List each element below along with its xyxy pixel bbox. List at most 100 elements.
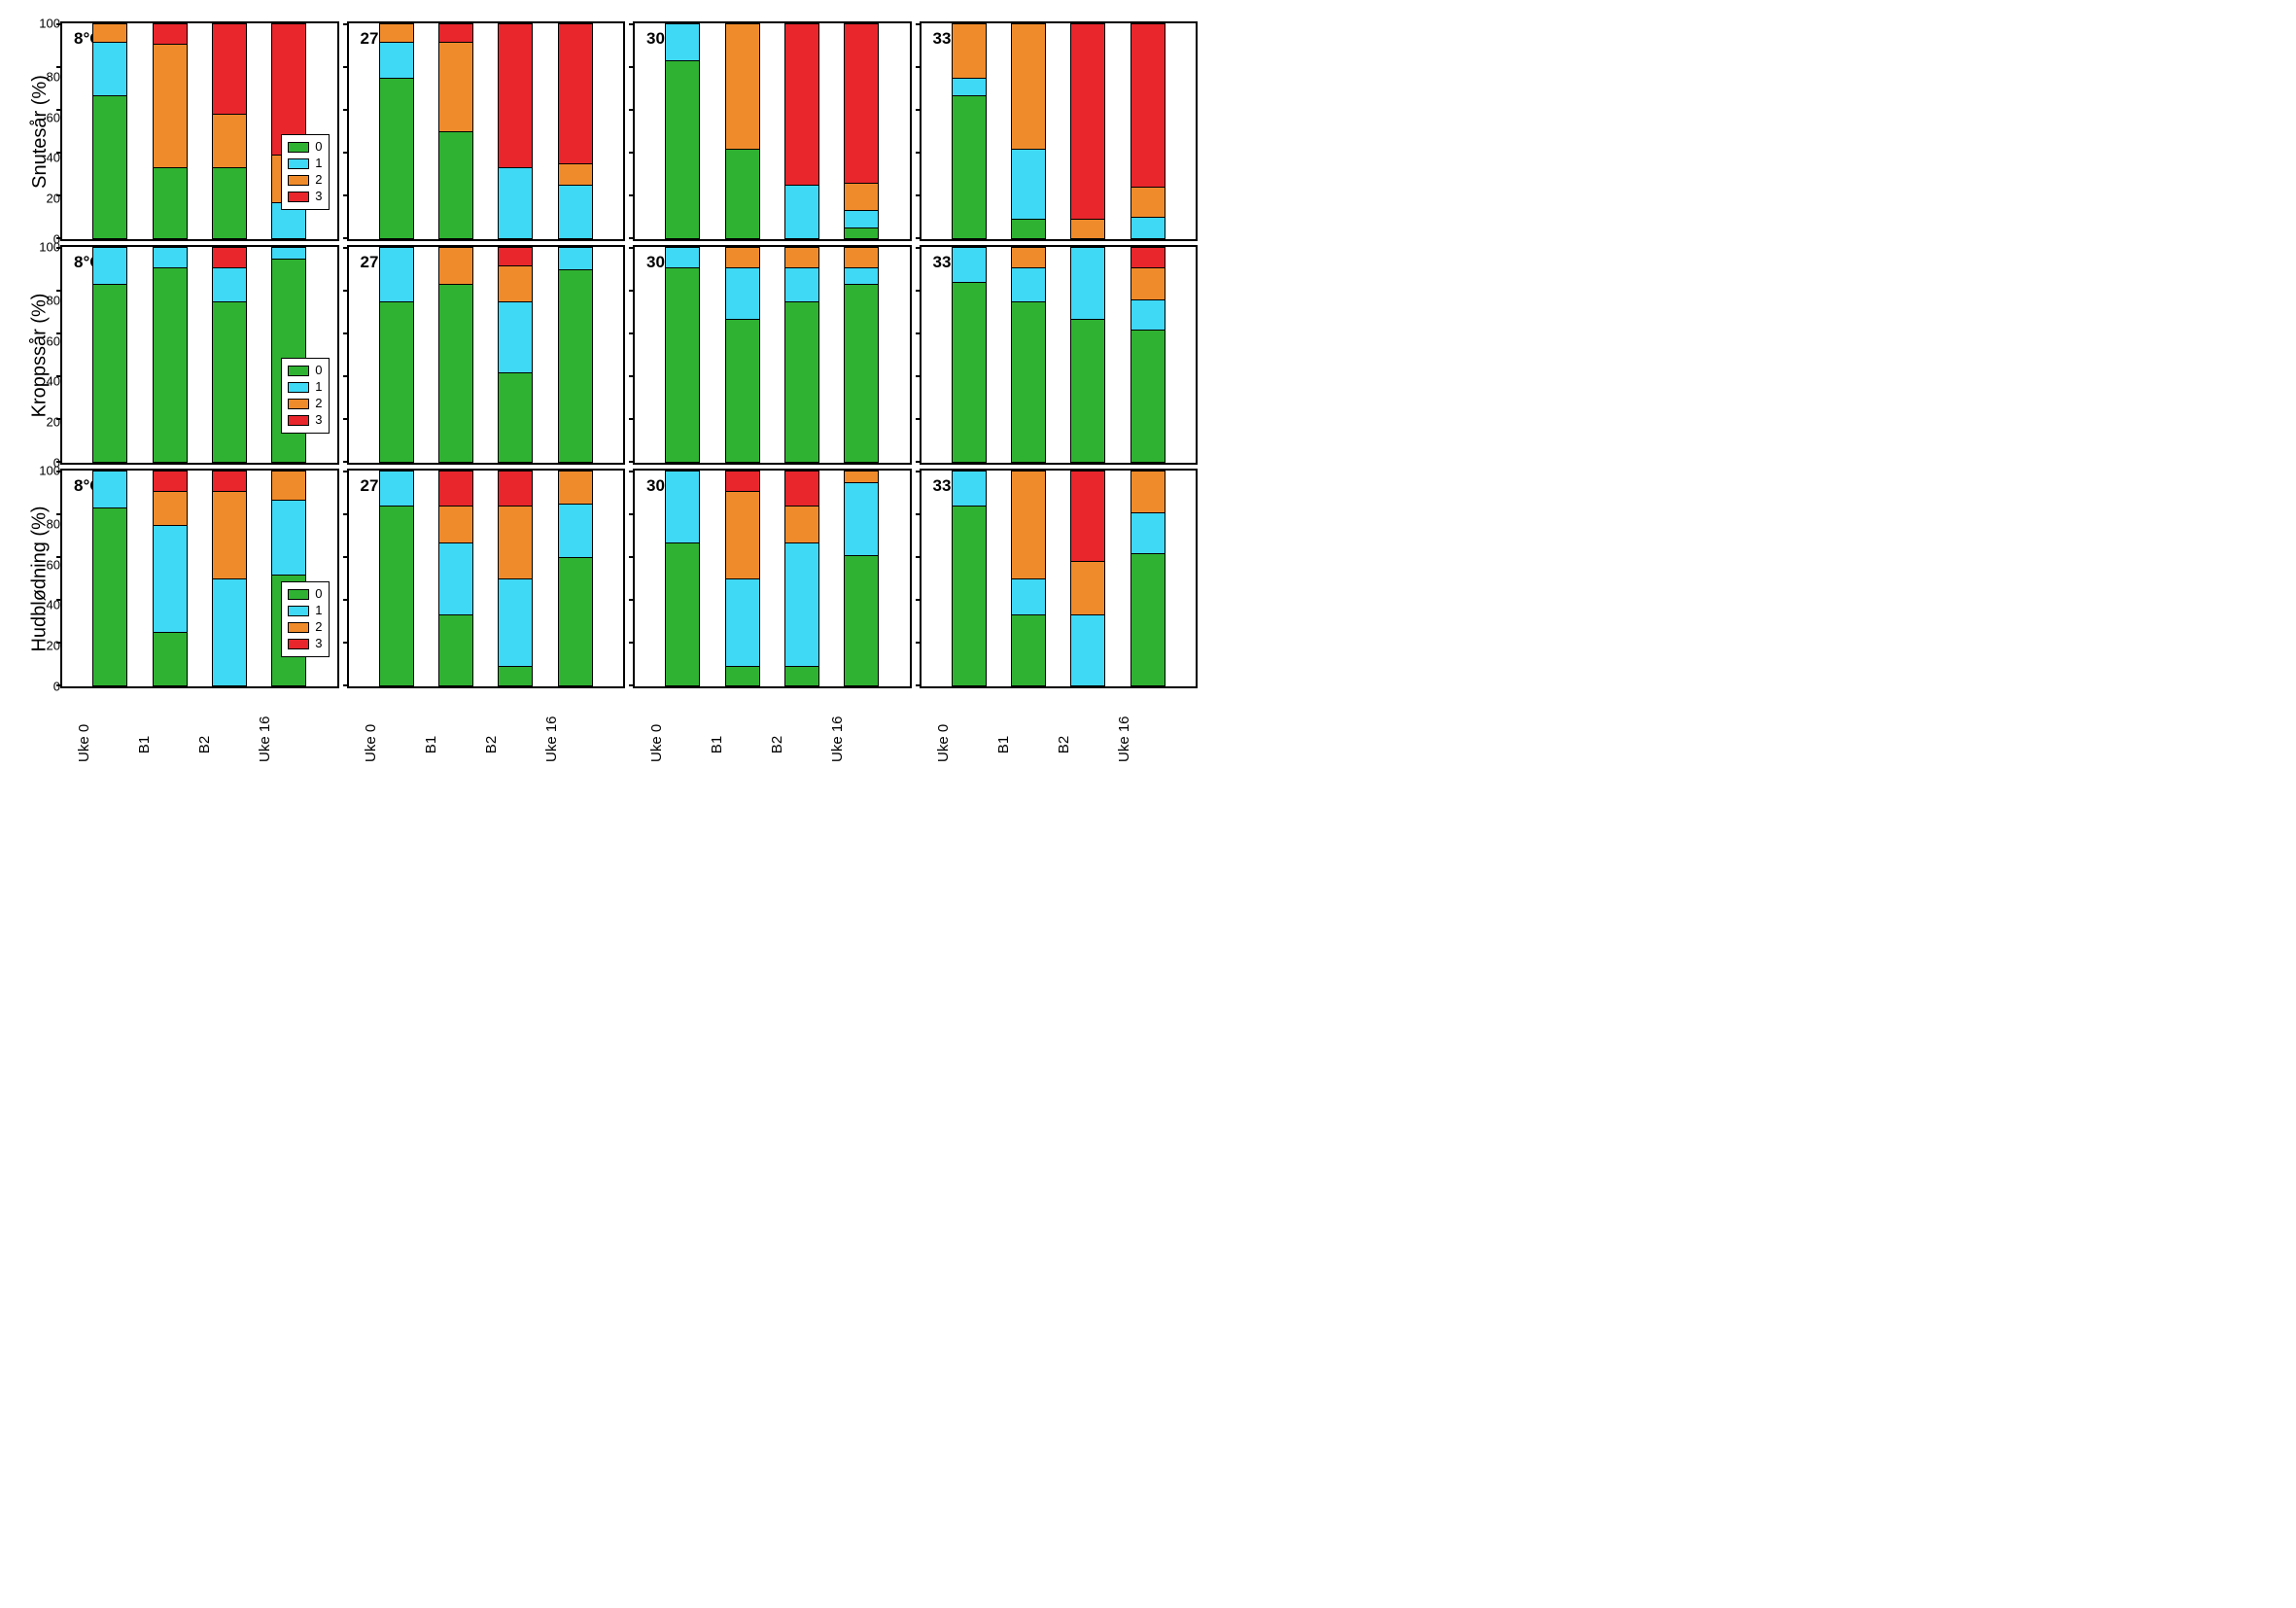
panel-bars [349,23,624,239]
legend-label: 2 [315,396,322,412]
x-tick-labels: Uke 0B1B2Uke 16 [633,692,912,758]
bar-segment [785,472,818,506]
x-tick-labels: Uke 0B1B2Uke 16 [347,692,626,758]
bar-segment [1012,219,1045,238]
stacked-bar [558,23,593,239]
bar-segment [272,500,305,575]
legend-label: 1 [315,603,322,619]
bar-segment [666,24,699,60]
bar-segment [93,472,126,507]
chart-panel: 30°C [633,245,912,465]
bar-segment [499,578,532,666]
chart-panel: 0204060801008°C0123 [60,21,339,241]
legend-swatch [288,382,309,393]
bar-segment [559,504,592,557]
bar-segment [785,24,818,185]
bar-segment [213,267,246,301]
bar-segment [559,248,592,269]
stacked-bar [379,23,414,239]
bar-segment [785,506,818,542]
bar-segment [439,506,472,542]
bar-segment [845,555,878,685]
bar-segment [845,248,878,267]
legend-item: 2 [288,172,322,189]
legend: 0123 [281,358,329,434]
bar-segment [439,614,472,685]
legend-item: 3 [288,636,322,652]
bar-segment [726,319,759,462]
bar-segment [1012,614,1045,685]
bar-segment [213,167,246,238]
bar-segment [213,114,246,167]
x-tick: Uke 0 [935,727,1001,762]
bar-segment [785,267,818,301]
bar-segment [1012,301,1045,462]
stacked-bar [1011,247,1046,463]
x-tick: B2 [769,727,835,762]
stacked-bar [665,247,700,463]
chart-panel: 27°C [347,245,626,465]
legend-label: 1 [315,379,322,396]
bar-segment [1012,149,1045,220]
bar-segment [1131,24,1165,187]
x-tick: B2 [1056,727,1122,762]
legend-label: 0 [315,139,322,156]
bar-segment [845,482,878,555]
x-tick: B1 [709,727,775,762]
bar-segment [845,210,878,227]
bar-segment [726,149,759,238]
bar-segment [559,557,592,685]
stacked-bar [725,247,760,463]
panel-bars [635,247,910,463]
legend-swatch [288,399,309,409]
bar-segment [1131,248,1165,267]
legend-item: 1 [288,156,322,172]
bar-segment [1131,472,1165,512]
x-tick: Uke 0 [76,727,142,762]
grid-corner [19,690,60,758]
stacked-bar [725,471,760,686]
bar-segment [154,248,187,267]
bar-segment [953,78,986,95]
bar-segment [1012,578,1045,614]
bar-segment [272,248,305,259]
panel-bars [922,247,1197,463]
stacked-bar [212,23,247,239]
legend-item: 0 [288,363,322,379]
bar-segment [154,44,187,168]
x-tick: B2 [196,727,262,762]
bar-segment [1012,267,1045,301]
x-tick-labels: Uke 0B1B2Uke 16 [60,692,339,758]
bar-segment [559,269,592,462]
bar-segment [785,542,818,667]
stacked-bar [1011,471,1046,686]
x-tick-labels: Uke 0B1B2Uke 16 [920,692,1199,758]
legend-item: 3 [288,189,322,205]
bar-segment [499,372,532,462]
stacked-bar [725,23,760,239]
legend-swatch [288,158,309,169]
x-tick: Uke 0 [648,727,714,762]
bar-segment [666,267,699,462]
x-tick: B1 [136,727,202,762]
panel-bars [349,471,624,686]
chart-panel: 33°C [920,245,1199,465]
stacked-bar [1070,471,1105,686]
stacked-bar [498,23,533,239]
bar-segment [1131,512,1165,553]
legend-swatch [288,589,309,600]
legend-label: 3 [315,636,322,652]
bar-segment [93,24,126,42]
stacked-bar [92,471,127,686]
stacked-bar [153,23,188,239]
bar-segment [845,227,878,238]
legend-item: 2 [288,619,322,636]
stacked-bar [438,247,473,463]
stacked-bar [498,247,533,463]
bar-segment [785,248,818,267]
bar-segment [785,666,818,685]
bar-segment [666,248,699,267]
bar-segment [726,24,759,149]
chart-panel: 33°C [920,21,1199,241]
bar-segment [1071,614,1104,685]
